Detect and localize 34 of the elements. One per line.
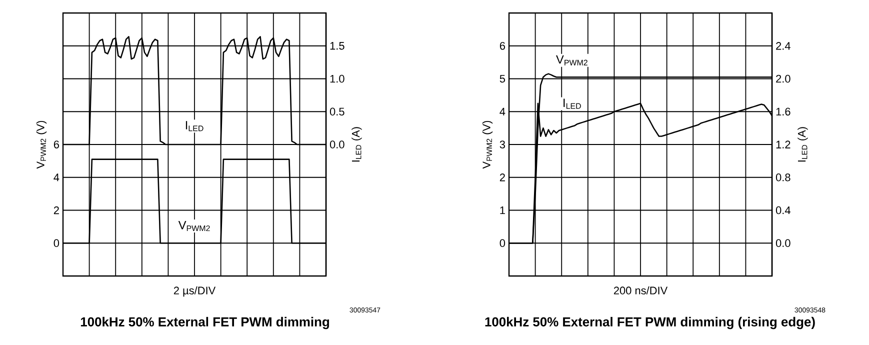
y-axis-title: V$_{PWM2}$ (V)	[482, 120, 493, 169]
text: 100kHz 50% External FET PWM dimming (rising edge)	[485, 316, 815, 330]
y-tick-label: 2	[500, 174, 505, 182]
y-tick-label: 5	[500, 74, 506, 83]
y2-tick-label: 2.0	[776, 74, 790, 83]
y2-tick-label: 0.4	[776, 206, 790, 214]
y2-tick-label: 0.0	[330, 140, 344, 148]
x-axis-title: 2 µs/DIV	[174, 286, 216, 297]
y-axis-title: V$_{PWM2}$ (V)	[36, 120, 47, 169]
y-tick-label: 4	[54, 174, 60, 182]
x-axis-title: 200 ns/DIV	[614, 286, 668, 294]
y-tick-label: 0	[500, 239, 506, 248]
y-tick-label: 6	[500, 42, 506, 50]
y2-tick-label: 1.5	[330, 42, 344, 50]
series-label: I$_{LED}$	[564, 98, 581, 109]
series-label: V$_{PWM2}$	[178, 221, 210, 232]
y-tick-label: 0	[54, 239, 60, 248]
y-tick-label: 1	[500, 206, 505, 214]
y-tick-label: 3	[500, 140, 506, 148]
y2-tick-label: 1.0	[330, 74, 344, 83]
y2-axis-title: I$_{LED}$ (A)	[798, 127, 808, 162]
y2-tick-label: 2.4	[776, 42, 790, 50]
series-label: I$_{LED}$	[186, 121, 204, 132]
y2-tick-label: 0.0	[776, 239, 790, 248]
y-tick-label: 4	[500, 108, 506, 116]
y2-tick-label: 1.2	[776, 140, 790, 148]
y2-tick-label: 1.6	[776, 108, 790, 116]
y2-tick-label: 0.5	[330, 108, 344, 116]
y2-axis-title: I$_{LED}$ (A)	[352, 127, 362, 162]
y-tick-label: 2	[54, 206, 59, 214]
text: 100kHz 50% External FET PWM dimming	[80, 316, 329, 330]
series-label: V$_{PWM2}$	[556, 55, 588, 66]
y2-tick-label: 0.8	[776, 174, 790, 182]
y-tick-label: 6	[54, 140, 59, 148]
